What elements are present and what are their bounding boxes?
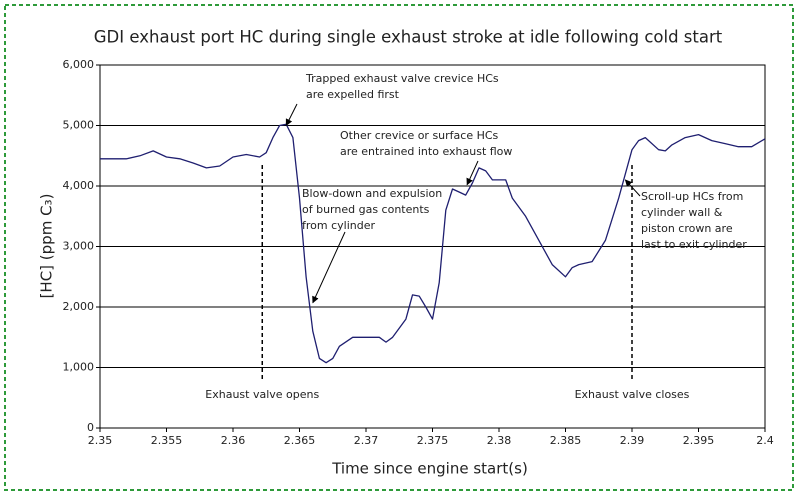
x-tick-label: 2.375 (417, 434, 449, 447)
x-tick-label: 2.4 (756, 434, 774, 447)
x-tick-label: 2.395 (683, 434, 715, 447)
annotation-arrow (466, 160, 479, 186)
annotation-text: Blow-down and expulsion (302, 187, 442, 200)
y-tick-label: 6,000 (63, 58, 95, 71)
chart-title: GDI exhaust port HC during single exhaus… (94, 28, 723, 47)
annotation-text: of burned gas contents (302, 203, 430, 216)
x-tick-label: 2.37 (354, 434, 379, 447)
x-tick-label: 2.355 (151, 434, 183, 447)
annotation-text: piston crown are (641, 222, 733, 235)
x-tick-label: 2.35 (88, 434, 113, 447)
plot-area (99, 64, 766, 429)
data-line (100, 123, 766, 364)
x-tick-label: 2.38 (487, 434, 512, 447)
annotation-text: Trapped exhaust valve crevice HCs (305, 72, 499, 85)
x-tick-label: 2.385 (550, 434, 582, 447)
y-axis-label: [HC] (ppm C₃) (38, 194, 56, 299)
y-tick-label: 1,000 (63, 361, 95, 374)
x-tick-label: 2.39 (620, 434, 645, 447)
annotation-text: Scroll-up HCs from (641, 190, 743, 203)
annotation-arrow (285, 103, 298, 127)
y-tick-label: 0 (87, 421, 94, 434)
annotation-text: last to exit cylinder (641, 238, 747, 251)
y-tick-label: 2,000 (63, 300, 95, 313)
annotation-arrow (624, 179, 641, 197)
x-axis-label: Time since engine start(s) (331, 460, 528, 478)
y-tick-label: 3,000 (63, 240, 95, 253)
x-tick-label: 2.36 (221, 434, 246, 447)
annotation-arrow (312, 231, 346, 304)
annotation-text: Other crevice or surface HCs (340, 129, 499, 142)
annotation-text: from cylinder (302, 219, 375, 232)
event-label: Exhaust valve opens (205, 388, 319, 401)
x-tick-label: 2.365 (284, 434, 316, 447)
y-tick-label: 5,000 (63, 119, 95, 132)
annotation-text: are expelled first (306, 88, 400, 101)
event-label: Exhaust valve closes (575, 388, 690, 401)
frame (4, 4, 794, 491)
annotation-text: cylinder wall & (641, 206, 723, 219)
annotation-text: are entrained into exhaust flow (340, 145, 512, 158)
y-tick-label: 4,000 (63, 179, 95, 192)
